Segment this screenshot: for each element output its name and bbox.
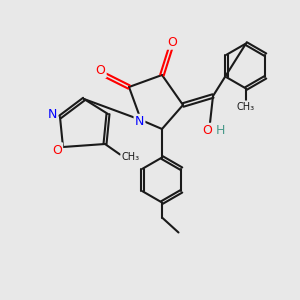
Text: O: O	[168, 35, 177, 49]
Text: O: O	[202, 124, 212, 137]
Text: N: N	[135, 115, 144, 128]
Text: H: H	[216, 124, 225, 137]
Text: CH₃: CH₃	[122, 152, 140, 163]
Text: N: N	[48, 107, 57, 121]
Text: O: O	[52, 143, 62, 157]
Text: O: O	[96, 64, 105, 77]
Text: CH₃: CH₃	[237, 101, 255, 112]
